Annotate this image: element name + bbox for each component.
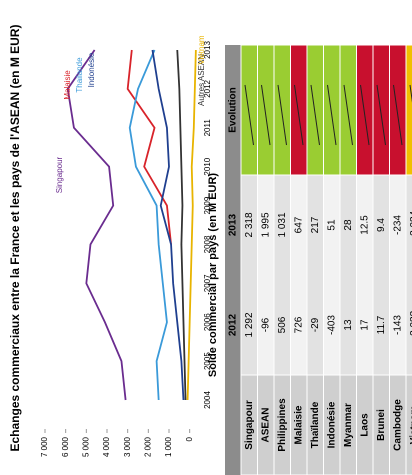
series-line xyxy=(151,49,185,401)
value-2013: 217 xyxy=(310,216,321,233)
y-tick-label: 0 xyxy=(185,436,194,441)
value-2012: 11.7 xyxy=(376,315,387,334)
value-2013: -2 084 xyxy=(409,210,412,239)
series-label: Indonésie xyxy=(87,52,96,87)
value-2012: -143 xyxy=(392,315,403,335)
value-2013: 12.5 xyxy=(359,215,370,235)
x-tick-label: 2006 xyxy=(203,313,212,331)
x-tick-label: 2008 xyxy=(203,235,212,253)
series-line xyxy=(66,49,127,401)
trend-arrow xyxy=(343,84,353,146)
series-line xyxy=(128,49,168,401)
trend-arrow xyxy=(294,84,304,146)
trend-arrow xyxy=(244,84,254,146)
y-tick-label: 7 000 xyxy=(40,436,49,457)
trend-arrow xyxy=(310,84,320,146)
value-2013: 9.4 xyxy=(376,218,387,232)
trend-arrow xyxy=(261,84,271,146)
value-2013: 28 xyxy=(343,219,354,231)
column-header: 2013 xyxy=(228,213,239,236)
value-2012: -403 xyxy=(326,315,337,335)
value-2012: -29 xyxy=(310,317,321,332)
y-tick-label: 4 000 xyxy=(102,436,111,457)
series-label: Autres ASEAN xyxy=(197,54,206,106)
evolution-cell xyxy=(389,44,407,176)
country-name: Philippines xyxy=(277,398,288,452)
evolution-cell xyxy=(257,44,275,176)
value-2012: 726 xyxy=(293,316,304,333)
value-2013: 1 995 xyxy=(260,212,271,237)
value-2012: 17 xyxy=(359,319,370,331)
value-2013: -234 xyxy=(392,215,403,235)
country-name: Myanmar xyxy=(343,403,354,447)
country-name: Laos xyxy=(359,413,370,437)
evolution-cell xyxy=(339,44,357,176)
country-name: Vietnam xyxy=(409,406,412,445)
series-label: Thailande xyxy=(75,57,84,93)
evolution-cell xyxy=(372,44,390,176)
trend-arrow xyxy=(376,84,386,146)
series-line xyxy=(186,49,197,401)
country-name: Thaïlande xyxy=(310,401,321,448)
value-2013: 647 xyxy=(293,216,304,233)
column-header: Evolution xyxy=(228,87,239,133)
value-2013: 2 318 xyxy=(244,212,255,237)
evolution-cell xyxy=(405,44,412,176)
y-tick-label: 5 000 xyxy=(81,436,90,457)
evolution-cell xyxy=(323,44,341,176)
y-tick-label: 3 000 xyxy=(123,436,132,457)
column-header: 2012 xyxy=(228,313,239,336)
trend-arrow xyxy=(277,84,287,146)
value-2013: 51 xyxy=(326,219,337,231)
x-tick-label: 2012 xyxy=(203,79,212,97)
value-2012: 1 292 xyxy=(244,312,255,337)
trend-arrow xyxy=(393,84,403,146)
trend-arrow xyxy=(327,84,337,146)
table-title: Solde commercial par pays (en M EUR) xyxy=(207,173,219,378)
evolution-cell xyxy=(306,44,324,176)
table-header-bg xyxy=(225,45,241,475)
x-tick-label: 2007 xyxy=(203,274,212,292)
evolution-cell xyxy=(273,44,291,176)
value-2012: -96 xyxy=(260,317,271,332)
x-tick-label: 2009 xyxy=(203,196,212,214)
country-cell xyxy=(405,374,412,475)
trend-arrow xyxy=(409,84,412,146)
y-tick-label: 1 000 xyxy=(164,436,173,457)
chart-title: Echanges commerciaux entre la France et … xyxy=(8,24,22,451)
series-label: Malaisie xyxy=(63,70,72,100)
y-tick-label: 6 000 xyxy=(61,436,70,457)
country-name: Singapour xyxy=(244,400,255,450)
evolution-cell xyxy=(290,44,308,176)
evolution-cell xyxy=(356,44,374,176)
trend-arrow xyxy=(360,84,370,146)
series-label: Singapour xyxy=(55,156,64,193)
evolution-cell xyxy=(240,44,258,176)
country-name: ASEAN xyxy=(260,407,271,442)
country-name: Malaisie xyxy=(293,405,304,444)
country-name: Brunei xyxy=(376,409,387,441)
x-tick-label: 2004 xyxy=(203,391,212,409)
series-label: Vietnam xyxy=(197,35,206,65)
country-name: Cambodge xyxy=(392,399,403,451)
value-2012: 506 xyxy=(277,316,288,333)
x-tick-label: 2011 xyxy=(203,119,212,137)
value-2012: 13 xyxy=(343,319,354,331)
series-line xyxy=(176,49,187,401)
value-2012: -2 088 xyxy=(409,310,412,339)
x-tick-label: 2013 xyxy=(203,41,212,59)
series-line xyxy=(126,49,172,245)
value-2013: 1 031 xyxy=(277,212,288,237)
x-tick-label: 2010 xyxy=(203,157,212,175)
y-tick-label: 2 000 xyxy=(143,436,152,457)
country-name: Indonésie xyxy=(326,401,337,448)
x-tick-label: 2005 xyxy=(203,352,212,370)
